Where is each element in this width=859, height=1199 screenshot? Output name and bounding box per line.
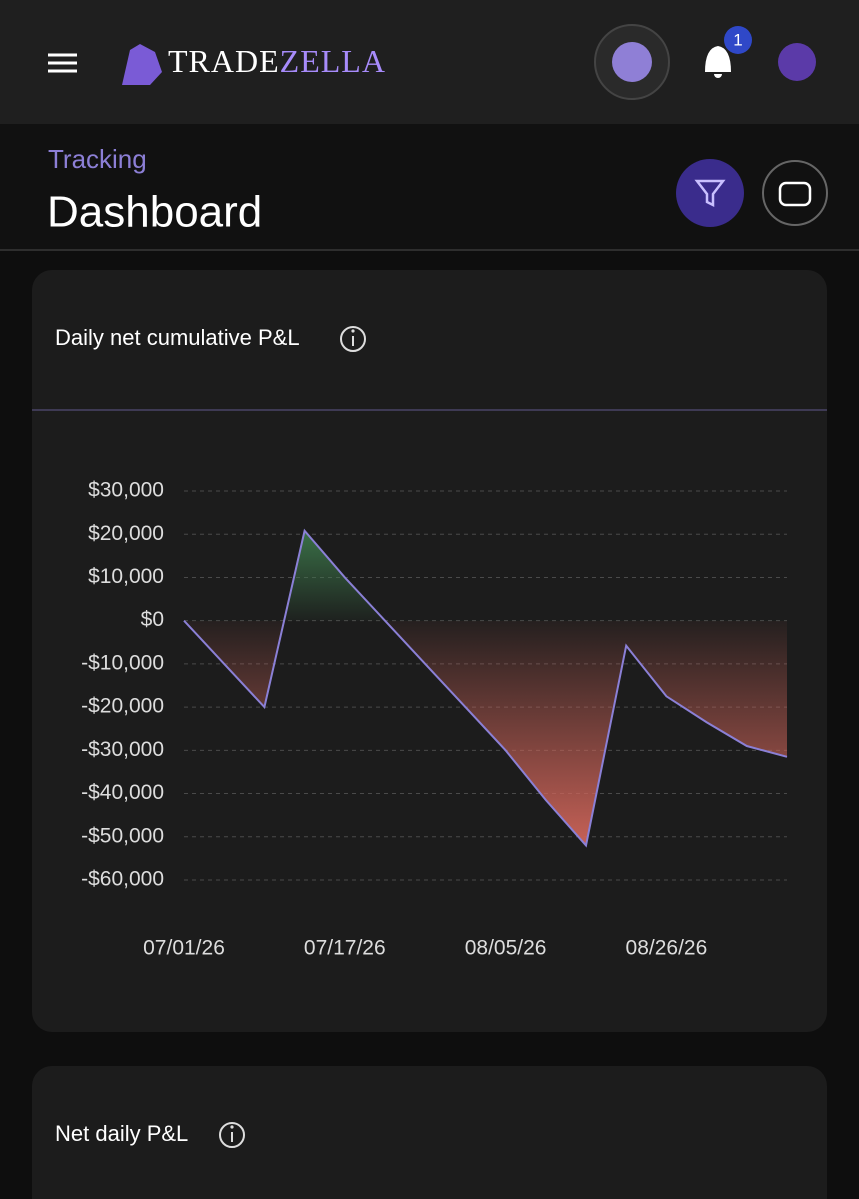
filter-button[interactable] xyxy=(676,159,744,227)
y-tick-label: -$50,000 xyxy=(81,824,164,847)
info-icon[interactable] xyxy=(340,326,366,352)
breadcrumb[interactable]: Tracking xyxy=(48,144,147,174)
menu-button[interactable] xyxy=(48,53,77,73)
chart-card xyxy=(32,1066,827,1199)
x-tick-label: 08/26/26 xyxy=(626,937,708,960)
logo[interactable]: TRADEZELLA xyxy=(168,43,386,79)
y-tick-label: $10,000 xyxy=(88,565,164,588)
y-tick-label: -$10,000 xyxy=(81,651,164,674)
y-tick-label: -$20,000 xyxy=(81,695,164,718)
logo-part: TRADE xyxy=(168,43,280,79)
y-tick-label: -$30,000 xyxy=(81,738,164,761)
y-tick-label: -$40,000 xyxy=(81,781,164,804)
filter-icon xyxy=(694,179,726,208)
mascot-icon xyxy=(612,42,652,82)
info-icon[interactable] xyxy=(219,1122,245,1148)
area-positive xyxy=(184,530,787,621)
y-tick-label: $20,000 xyxy=(88,522,164,545)
notification-badge xyxy=(724,26,752,54)
user-avatar[interactable] xyxy=(778,43,816,81)
x-tick-label: 08/05/26 xyxy=(465,937,547,960)
wallet-button[interactable] xyxy=(762,160,828,226)
wallet-icon xyxy=(778,181,812,207)
logo-part: ZELLA xyxy=(280,43,386,79)
notification-count: 1 xyxy=(733,30,742,49)
notification-bell[interactable] xyxy=(705,46,731,78)
logo-icon xyxy=(122,44,162,85)
y-tick-label: $0 xyxy=(141,608,164,631)
y-tick-label: -$60,000 xyxy=(81,868,164,891)
chart-title: Daily net cumulative P&L xyxy=(55,325,300,350)
x-tick-label: 07/01/26 xyxy=(143,937,225,960)
area-negative xyxy=(184,621,787,846)
page-title: Dashboard xyxy=(47,188,262,237)
line xyxy=(183,528,788,848)
y-tick-label: $30,000 xyxy=(88,479,164,502)
x-tick-label: 07/17/26 xyxy=(304,937,386,960)
chart-title: Net daily P&L xyxy=(55,1121,188,1146)
